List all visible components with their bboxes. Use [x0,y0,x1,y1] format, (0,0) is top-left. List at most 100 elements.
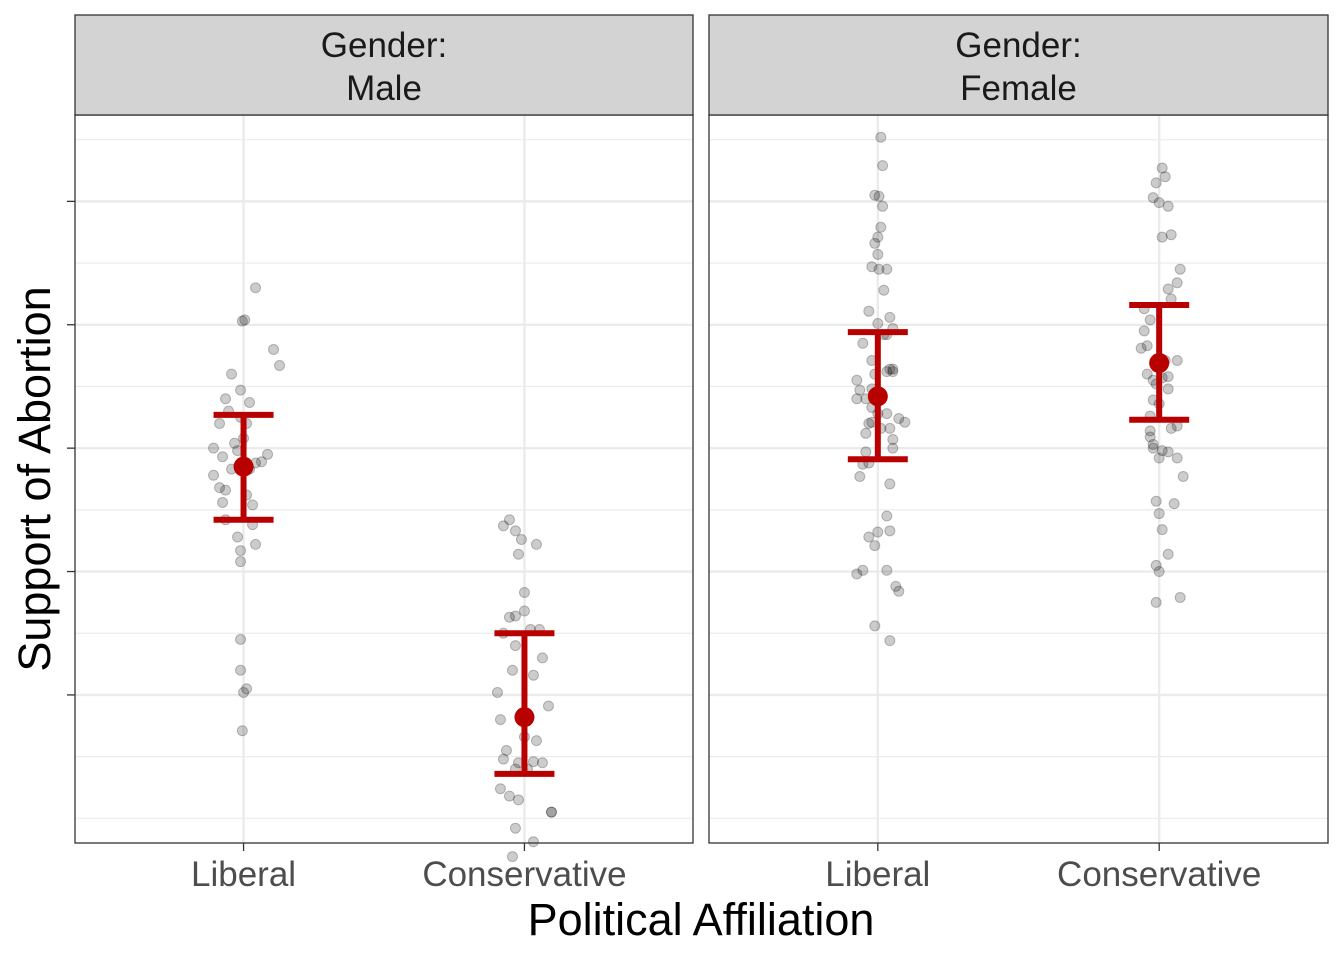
data-point [1144,425,1156,437]
mean-point [233,456,254,477]
data-point [1138,325,1150,337]
data-point [1177,471,1189,483]
data-point [1174,591,1186,603]
data-point [497,520,509,532]
data-point [1162,383,1174,395]
data-point [503,514,515,526]
strip-label-line1: Gender: [955,26,1081,65]
data-point [530,735,542,747]
data-point [872,318,884,330]
data-point [872,248,884,260]
mean-point [1149,353,1170,374]
data-point [854,384,866,396]
data-point [893,413,905,425]
data-point [1156,162,1168,174]
data-point [503,790,515,802]
data-point [536,757,548,769]
data-point [1168,498,1180,510]
data-point [1147,438,1159,450]
data-point [872,231,884,243]
data-point [1141,368,1153,380]
data-point [518,605,530,617]
data-point [1135,342,1147,354]
facet-strip [74,14,694,116]
data-point [873,190,885,202]
data-point [1144,431,1156,443]
data-point [1162,548,1174,560]
data-point [887,363,899,375]
data-point [873,263,885,275]
data-point [256,456,268,468]
data-point [509,822,521,834]
data-point [878,284,890,296]
data-point [494,783,506,795]
data-point [1162,446,1174,458]
x-tick-label: Liberal [825,855,930,894]
data-point [214,417,226,429]
data-point [887,442,899,454]
data-point [1156,445,1168,457]
data-point [244,396,256,408]
data-point [239,314,251,326]
data-point [518,587,530,599]
data-point [869,189,881,201]
data-point [854,471,866,483]
x-tick-label: Conservative [1057,855,1261,894]
data-point [863,305,875,317]
group-conservative [491,514,557,863]
data-point [512,794,524,806]
data-point [491,686,503,698]
data-point [884,525,896,537]
data-point [877,200,889,212]
data-point [217,451,229,463]
data-point [235,556,247,568]
data-point [863,531,875,543]
data-point [509,640,521,652]
facet-panel-1: Gender: Male Liberal Conservative [67,14,694,894]
data-point [869,540,881,552]
data-point [226,368,238,380]
data-point [869,237,881,249]
data-point [1144,314,1156,326]
data-point [542,700,554,712]
data-point [545,806,557,818]
data-point [1156,231,1168,243]
data-point [1171,452,1183,464]
data-point [512,548,524,560]
data-point [250,538,262,550]
data-point [1171,355,1183,367]
group-liberal [208,282,286,737]
data-point [515,533,527,545]
panel-background [709,115,1328,843]
data-point [503,611,515,623]
data-point [247,499,259,511]
data-point [509,525,521,537]
mean-point [867,386,888,407]
data-point [274,359,286,371]
group-liberal [847,131,911,647]
data-point [220,484,232,496]
data-point [1153,566,1165,578]
strip-label-line1: Gender: [321,26,447,65]
data-point [527,756,539,768]
data-point [1150,177,1162,189]
data-point [262,448,274,460]
data-point [235,384,247,396]
data-point [214,482,226,494]
data-point [881,366,893,378]
y-axis-title: Support of Abortion [9,286,60,671]
data-point [875,221,887,233]
data-point [1153,452,1165,464]
data-point [881,510,893,522]
data-point [875,131,887,143]
data-point [530,538,542,550]
data-point [1162,371,1174,383]
data-point [1156,524,1168,536]
data-point [887,366,899,378]
data-point [232,531,244,543]
group-conservative [1129,162,1190,608]
data-point [1153,197,1165,209]
data-point [220,393,232,405]
data-point [235,545,247,557]
